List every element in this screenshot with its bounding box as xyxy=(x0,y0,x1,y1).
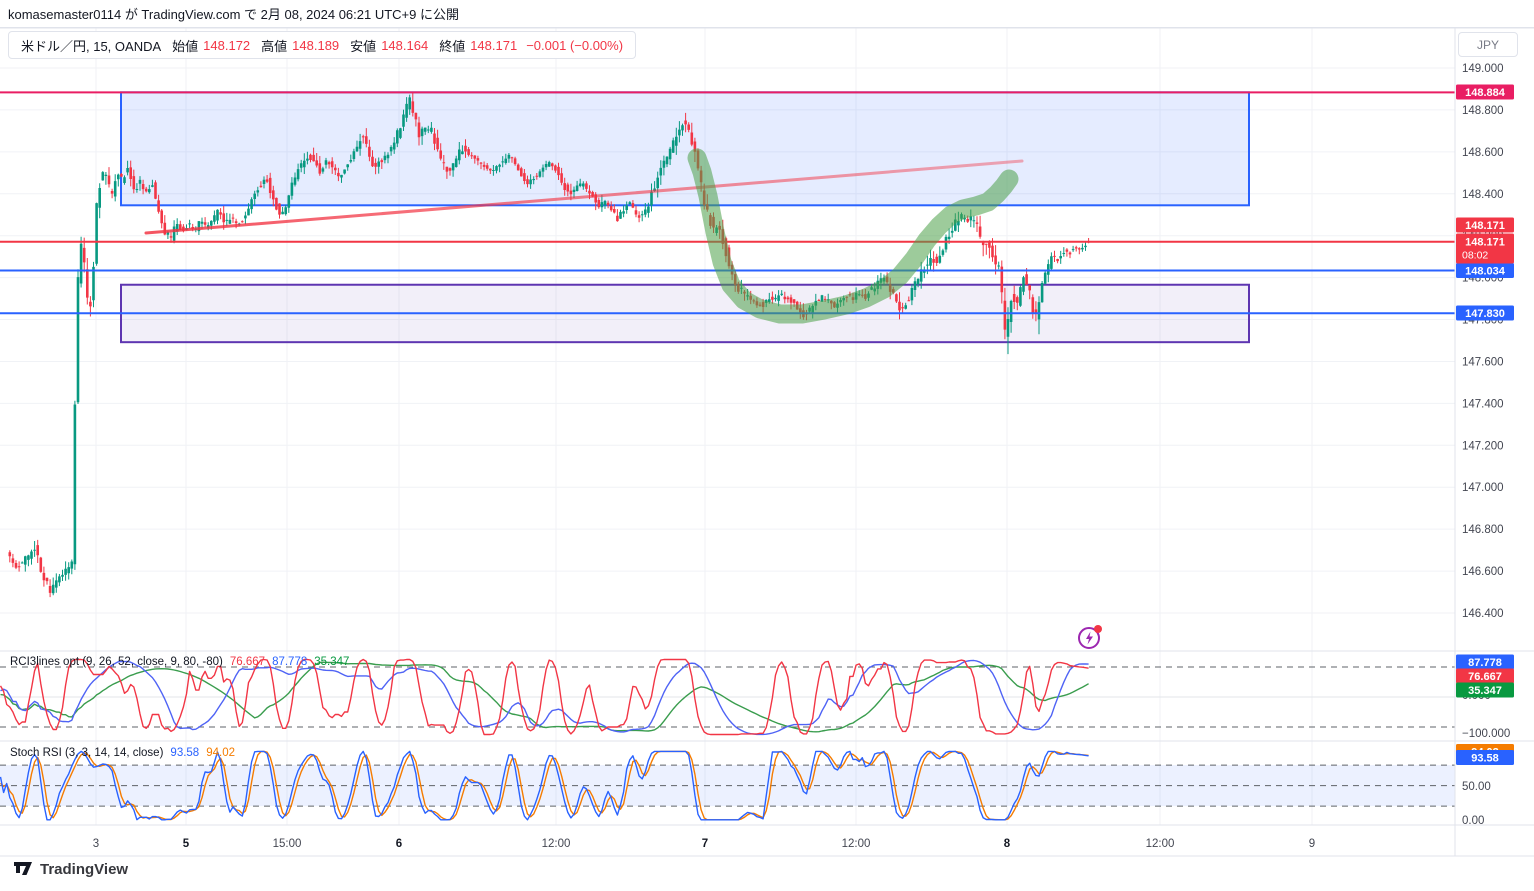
rci-badge-35.347-text: 35.347 xyxy=(1468,685,1502,697)
supply-zone-box[interactable] xyxy=(120,91,1250,207)
rci-tick-label: −100.000 xyxy=(1462,728,1510,740)
level-badge-148.171-text: 148.171 xyxy=(1465,220,1505,232)
level-badge-147.830-text: 147.830 xyxy=(1465,308,1505,320)
rci-title[interactable]: RCI3lines opt (9, 26, 52, close, 9, 80, … xyxy=(10,656,223,668)
stoch-k-value: 93.58 xyxy=(170,747,200,759)
last-price-badge xyxy=(1456,233,1514,264)
price-tick-label: 146.600 xyxy=(1462,566,1504,578)
price-tick-label: 146.800 xyxy=(1462,524,1504,536)
time-tick-label: 6 xyxy=(396,838,402,850)
stoch-k-line xyxy=(0,750,1089,821)
low-value: 148.164 xyxy=(381,37,429,53)
main-pane[interactable] xyxy=(0,91,1455,598)
rci-mid-value: 87.778 xyxy=(272,656,308,668)
open-value: 148.172 xyxy=(203,37,251,53)
rci-badge-35.347 xyxy=(1456,682,1514,698)
price-tick-label: 147.000 xyxy=(1462,482,1504,494)
low-label: 安値 xyxy=(350,38,377,54)
rci-fast-line xyxy=(0,658,1089,736)
rci-pane[interactable] xyxy=(0,658,1455,736)
rci-slow-value: 35.347 xyxy=(314,656,350,668)
tradingview-brand: TradingView xyxy=(40,861,129,878)
rci-badge-76.667 xyxy=(1456,668,1514,684)
stoch-badge-93.58-text: 93.58 xyxy=(1471,753,1499,765)
level-badge-148.884-text: 148.884 xyxy=(1465,87,1506,99)
price-axis[interactable]: 149.000148.800148.600148.400148.200148.0… xyxy=(1456,63,1514,827)
grid xyxy=(0,28,1455,825)
price-tick-label: 148.400 xyxy=(1462,189,1504,201)
stoch-pane[interactable] xyxy=(0,750,1455,821)
level-badge-148.171 xyxy=(1456,217,1514,233)
time-tick-label: 12:00 xyxy=(842,838,871,850)
time-tick-label: 8 xyxy=(1004,838,1011,850)
rci-fast-value: 76.667 xyxy=(229,656,266,668)
symbol-legend[interactable]: 米ドル／円, 15, OANDA 始値 148.172 高値 148.189 安… xyxy=(8,31,637,59)
time-axis[interactable]: 3 5 15:00 6 12:00 7 12:00 8 12:00 9 xyxy=(93,838,1315,850)
last-price-countdown: 08:02 xyxy=(1462,250,1488,262)
last-price-badge-text: 148.171 xyxy=(1465,237,1505,249)
trend-line[interactable] xyxy=(144,159,1024,235)
high-value: 148.189 xyxy=(292,37,340,53)
rci-badge-87.778 xyxy=(1456,654,1514,670)
level-badge-147.830 xyxy=(1456,305,1514,321)
publish-text: komasemaster0114 が TradingView.com で 2月 … xyxy=(8,7,459,22)
time-tick-label: 3 xyxy=(93,838,99,850)
currency-label: JPY xyxy=(1476,37,1499,52)
currency-toggle-button[interactable]: JPY xyxy=(1458,32,1518,57)
rci-badge-76.667-text: 76.667 xyxy=(1468,671,1502,683)
change-value: −0.001 (−0.00%) xyxy=(526,37,624,53)
time-tick-label: 12:00 xyxy=(1146,838,1175,850)
stoch-rsi-indicator-legend[interactable]: Stoch RSI (3, 3, 14, 14, close) 93.58 94… xyxy=(10,747,235,759)
level-badge-148.034 xyxy=(1456,263,1514,278)
price-tick-label: 147.200 xyxy=(1462,440,1504,452)
time-tick-label: 12:00 xyxy=(542,838,571,850)
publish-bar: komasemaster0114 が TradingView.com で 2月 … xyxy=(0,0,1534,28)
level-badge-148.034-text: 148.034 xyxy=(1465,266,1506,278)
time-tick-label: 9 xyxy=(1309,838,1315,850)
level-badge-148.884 xyxy=(1456,84,1514,100)
stoch-tick-label: 0.00 xyxy=(1462,815,1484,827)
tradingview-footer[interactable]: TradingView xyxy=(14,861,128,878)
price-tick-label: 148.800 xyxy=(1462,105,1504,117)
stoch-title[interactable]: Stoch RSI (3, 3, 14, 14, close) xyxy=(10,747,164,759)
time-tick-label: 7 xyxy=(702,838,708,850)
price-tick-label: 147.600 xyxy=(1462,356,1504,368)
stoch-d-line xyxy=(0,750,1089,821)
stoch-badge-93.58 xyxy=(1456,750,1514,765)
hand-drawn-cup-brush[interactable] xyxy=(687,148,1019,324)
time-tick-label: 5 xyxy=(183,838,190,850)
price-tick-label: 148.600 xyxy=(1462,147,1504,159)
price-tick-label: 147.400 xyxy=(1462,398,1504,410)
time-tick-label: 15:00 xyxy=(273,838,302,850)
open-label: 始値 xyxy=(172,38,199,54)
lightning-alert-icon[interactable] xyxy=(1076,623,1104,651)
stoch-d-value: 94.02 xyxy=(206,747,235,759)
price-tick-label: 149.000 xyxy=(1462,63,1504,75)
high-label: 高値 xyxy=(261,38,288,54)
symbol-title[interactable]: 米ドル／円, 15, OANDA xyxy=(21,38,162,54)
rci-slow-line xyxy=(0,661,1089,733)
stoch-tick-label: 50.00 xyxy=(1462,781,1491,793)
rci-indicator-legend[interactable]: RCI3lines opt (9, 26, 52, close, 9, 80, … xyxy=(10,656,349,668)
close-label: 終値 xyxy=(439,38,466,54)
price-tick-label: 146.400 xyxy=(1462,608,1504,620)
rci-badge-87.778-text: 87.778 xyxy=(1468,657,1502,669)
rci-mid-line xyxy=(0,659,1089,736)
tradingview-logo xyxy=(14,862,32,875)
close-value: 148.171 xyxy=(470,37,518,53)
